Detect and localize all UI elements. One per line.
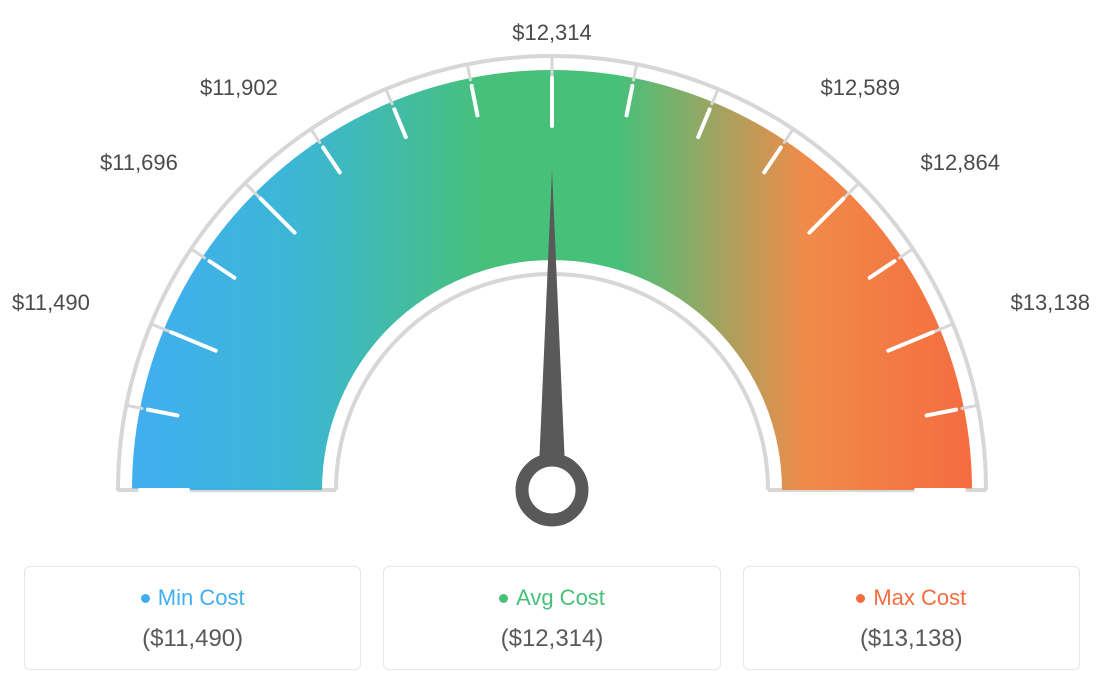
avg-cost-value: ($12,314) bbox=[394, 625, 709, 653]
max-cost-card: Max Cost ($13,138) bbox=[743, 566, 1080, 670]
min-cost-label: Min Cost bbox=[141, 585, 245, 611]
avg-cost-card: Avg Cost ($12,314) bbox=[383, 566, 720, 670]
max-cost-value: ($13,138) bbox=[754, 625, 1069, 653]
gauge-tick-label: $13,138 bbox=[1010, 290, 1090, 316]
max-cost-label: Max Cost bbox=[856, 585, 966, 611]
gauge-area bbox=[0, 0, 1104, 540]
min-dot-icon bbox=[141, 594, 150, 603]
chart-container: $11,490 $11,696 $11,902 $12,314 $12,589 $12,8… bbox=[0, 0, 1104, 690]
min-cost-label-text: Min Cost bbox=[158, 585, 245, 611]
gauge-tick-label: $12,314 bbox=[512, 20, 592, 46]
gauge-tick-label: $11,902 bbox=[200, 75, 278, 101]
gauge-tick-label: $11,490 bbox=[12, 290, 90, 316]
gauge-tick-label: $12,864 bbox=[920, 150, 1000, 176]
min-cost-value: ($11,490) bbox=[35, 625, 350, 653]
avg-cost-label: Avg Cost bbox=[499, 585, 605, 611]
gauge-tick-label: $12,589 bbox=[820, 75, 900, 101]
gauge-svg bbox=[0, 0, 1104, 540]
max-dot-icon bbox=[856, 594, 865, 603]
avg-cost-label-text: Avg Cost bbox=[516, 585, 605, 611]
avg-dot-icon bbox=[499, 594, 508, 603]
max-cost-label-text: Max Cost bbox=[873, 585, 966, 611]
summary-cards-row: Min Cost ($11,490) Avg Cost ($12,314) Ma… bbox=[24, 566, 1080, 670]
min-cost-card: Min Cost ($11,490) bbox=[24, 566, 361, 670]
gauge-tick-label: $11,696 bbox=[100, 150, 178, 176]
